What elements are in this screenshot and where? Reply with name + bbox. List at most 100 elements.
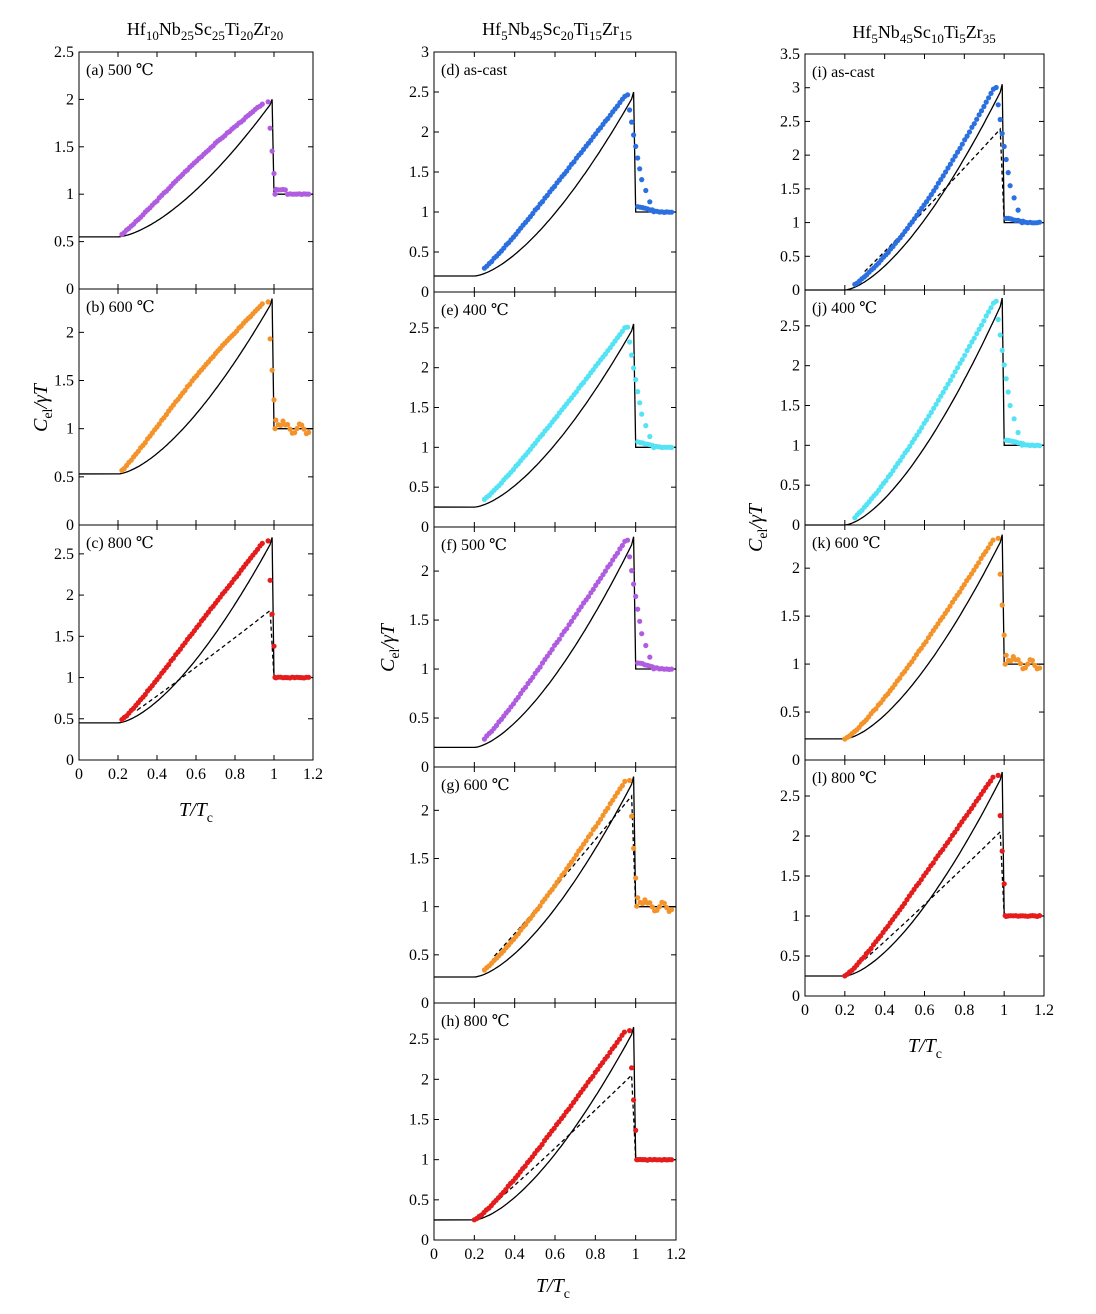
data-point	[631, 132, 637, 138]
data-point	[280, 418, 286, 424]
data-point	[271, 397, 277, 403]
data-point	[962, 352, 968, 358]
model-curve	[804, 534, 1044, 740]
data-point	[627, 339, 633, 345]
data-point	[627, 554, 633, 560]
model-curve	[78, 537, 313, 724]
data-point	[267, 125, 273, 131]
data-point	[964, 347, 970, 354]
data-point	[971, 335, 977, 341]
data-point	[629, 813, 635, 819]
panel-j: 0 0.5 1 1.5 2 2.5 (j) 400 ℃	[780, 289, 1045, 534]
x-axis-title-col2: T/Tc	[536, 1275, 570, 1302]
data-point	[551, 1125, 557, 1131]
data-point	[515, 931, 521, 937]
data-point	[625, 537, 631, 543]
data-point	[985, 545, 991, 551]
data-point	[945, 381, 951, 387]
x-tick-label: 0.4	[875, 1002, 895, 1019]
data-point	[873, 706, 879, 712]
data-point	[971, 121, 977, 127]
x-tick-label: 0.8	[225, 766, 245, 783]
data-point	[629, 119, 635, 125]
y-tick-label: 2	[421, 563, 429, 580]
data-point	[556, 876, 563, 882]
data-point	[971, 567, 977, 573]
data-point	[911, 655, 917, 661]
data-point	[981, 318, 987, 324]
y-tick-label: 2.5	[409, 1031, 429, 1048]
data-point	[976, 326, 982, 332]
data-point	[287, 426, 293, 432]
data-point	[1003, 652, 1009, 658]
y-tick-label: 0.5	[780, 948, 800, 965]
data-point	[643, 187, 649, 194]
x-tick-label: 1.2	[303, 766, 323, 783]
data-point	[935, 621, 941, 627]
y-tick-label: 0	[792, 517, 800, 534]
data-point	[634, 903, 640, 909]
data-point	[907, 443, 913, 449]
data-point	[639, 631, 645, 637]
data-point	[935, 397, 942, 403]
data-point	[631, 581, 637, 587]
data-point	[940, 389, 946, 395]
data-point	[625, 324, 631, 330]
y-tick-label: 0.5	[54, 234, 74, 251]
data-point	[955, 365, 961, 371]
y-tick-label: 1.5	[409, 1111, 429, 1128]
panel-label: (a) 500 ℃	[86, 62, 154, 79]
data-point	[1029, 657, 1035, 664]
data-point	[604, 1053, 611, 1059]
y-tick-label: 0.5	[780, 477, 800, 494]
data-point	[888, 471, 894, 477]
data-point	[590, 1073, 596, 1079]
data-point	[306, 429, 312, 435]
data-point	[272, 426, 278, 432]
data-point	[552, 883, 558, 889]
model-curve	[433, 536, 676, 749]
panel-k: 0 0.5 1 1.5 2 (k) 600 ℃	[780, 524, 1045, 769]
x-tick-label: 1	[270, 766, 278, 783]
data-point	[637, 618, 643, 624]
data-point	[947, 161, 954, 167]
data-point	[1003, 156, 1009, 163]
x-axis-title-col3: T/Tc	[908, 1035, 942, 1062]
data-point	[278, 422, 284, 428]
data-point	[914, 432, 920, 438]
model-curve	[433, 776, 676, 978]
panel-frame	[433, 1002, 677, 1241]
data-point	[639, 177, 645, 183]
data-point	[1005, 389, 1011, 395]
x-tick-label: 0.6	[186, 766, 206, 783]
data-point	[923, 639, 929, 645]
data-point	[1005, 170, 1011, 176]
data-point	[1037, 665, 1043, 671]
data-point	[564, 626, 570, 632]
data-point	[974, 331, 980, 337]
data-point	[957, 145, 963, 151]
data-point	[259, 301, 265, 307]
data-point	[306, 191, 312, 197]
data-point	[1007, 183, 1013, 189]
y-axis-title-col2: Cel/γT	[377, 622, 403, 672]
data-point	[669, 1157, 675, 1163]
data-point	[947, 836, 953, 842]
data-point	[940, 846, 946, 853]
alpha-model-curve	[493, 794, 637, 957]
column-title-3: Hf5Nb45Sc10Ti5Zr35	[852, 22, 995, 46]
data-point	[938, 393, 944, 399]
y-tick-label: 0	[792, 282, 800, 299]
panel-label: (i) as-cast	[812, 64, 875, 81]
data-point	[957, 589, 963, 595]
data-point	[292, 430, 298, 436]
data-point	[999, 602, 1005, 608]
data-point	[897, 457, 903, 464]
data-point	[995, 772, 1001, 779]
data-point	[993, 298, 999, 304]
y-tick-label: 1	[792, 908, 800, 925]
panel-frame	[78, 51, 314, 290]
data-point	[999, 347, 1005, 353]
data-point	[635, 389, 641, 395]
data-point	[639, 901, 646, 907]
